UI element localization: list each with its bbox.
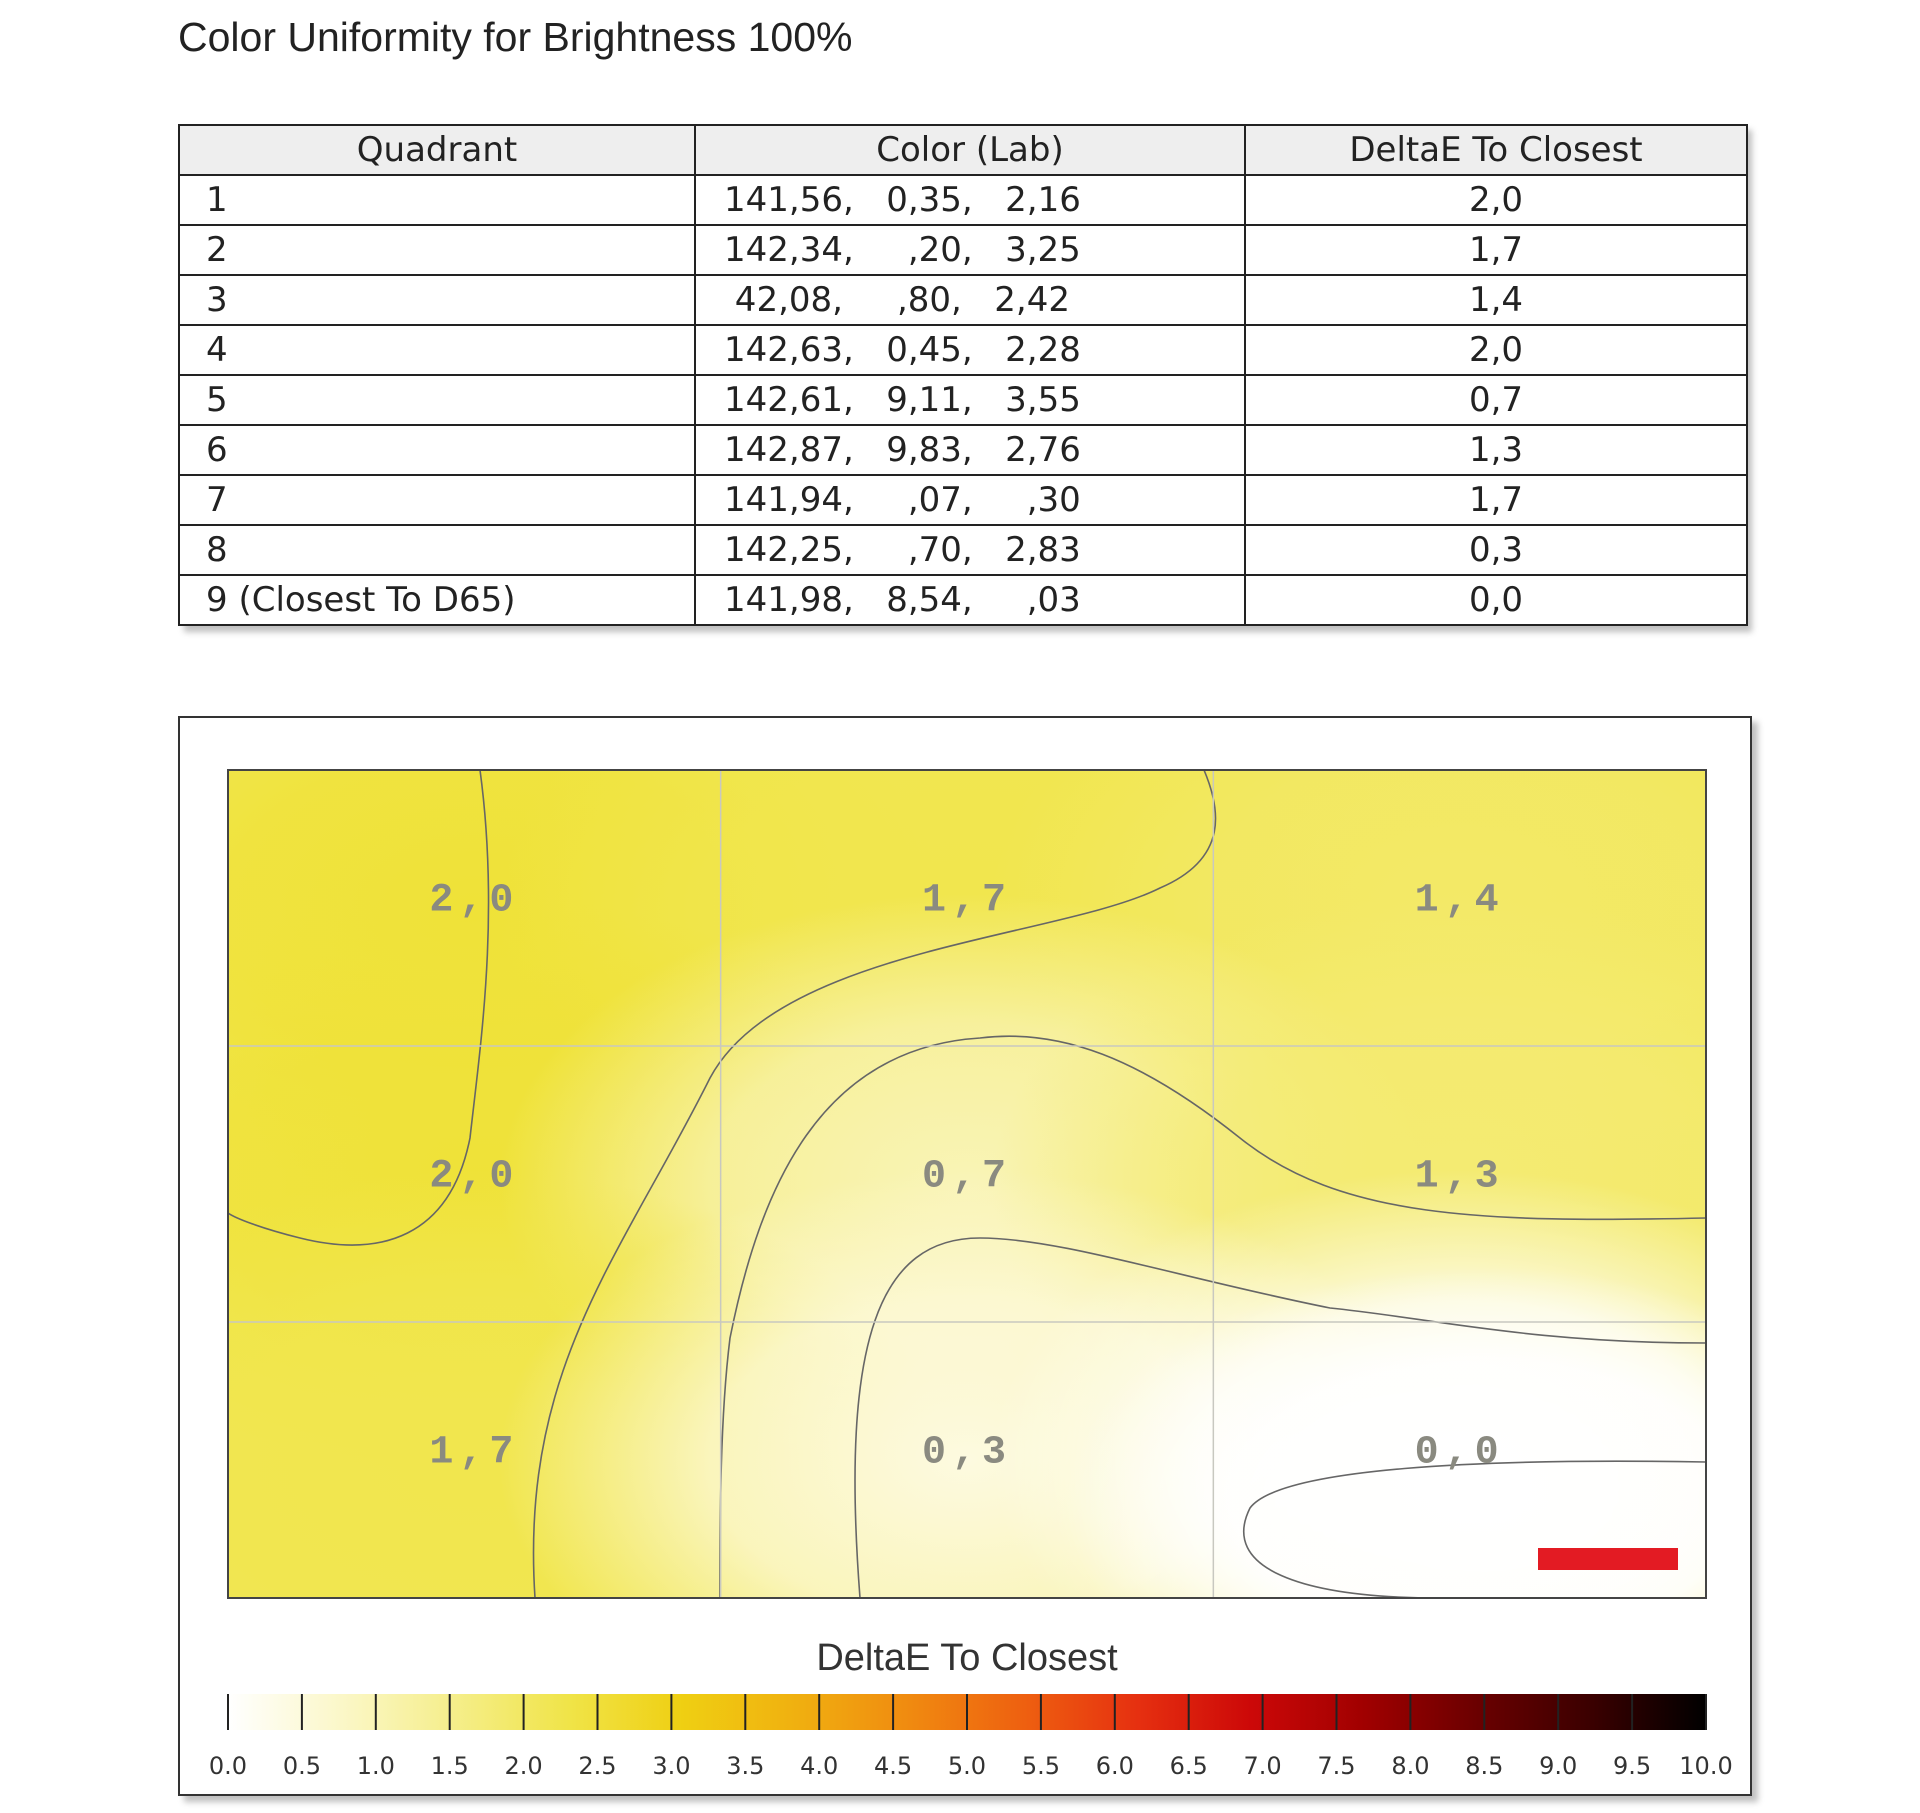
table-row: 3 42,08, ,80, 2,42 1,4 (178, 274, 1748, 326)
colorbar-tick-label: 2.5 (578, 1752, 616, 1780)
red-marker (1538, 1548, 1678, 1570)
cell-quadrant: 9 (Closest To D65) (178, 574, 696, 626)
heatmap-chart: 2,0 1,7 1,4 2,0 0,7 1,3 1,7 0,3 0,0 DeltaE To Clo… (209, 769, 1733, 1780)
colorbar-tick-label: 8.0 (1391, 1752, 1429, 1780)
page-title: Color Uniformity for Brightness 100% (178, 14, 853, 60)
header-color-lab: Color (Lab) (694, 124, 1246, 176)
cell-deltae: 2,0 (1244, 174, 1748, 226)
cell-color-lab: 141,56, 0,35, 2,16 (694, 174, 1246, 226)
colorbar-tick-label: 9.5 (1613, 1752, 1651, 1780)
colorbar-tick-label: 6.0 (1096, 1752, 1134, 1780)
cell-deltae: 0,0 (1244, 574, 1748, 626)
table-row: 9 (Closest To D65) 141,98, 8,54, ,03 0,0 (178, 574, 1748, 626)
contour-line (854, 1237, 1706, 1598)
colorbar-tick-label: 4.0 (800, 1752, 838, 1780)
table-row: 1 141,56, 0,35, 2,16 2,0 (178, 174, 1748, 226)
contour-line (719, 1035, 1706, 1598)
cell-value-label: 0,7 (922, 1155, 1012, 1200)
plot-border (227, 769, 1707, 1599)
cell-deltae: 0,3 (1244, 524, 1748, 576)
cell-deltae: 1,7 (1244, 474, 1748, 526)
cell-color-lab: 142,34, ,20, 3,25 (694, 224, 1246, 276)
cell-quadrant: 7 (178, 474, 696, 526)
heatmap-field (228, 770, 1706, 1598)
colorbar-tick-label: 6.5 (1170, 1752, 1208, 1780)
cell-quadrant: 5 (178, 374, 696, 426)
heatmap-zero-shade (1065, 1266, 1706, 1598)
header-deltae: DeltaE To Closest (1244, 124, 1748, 176)
cell-quadrant: 8 (178, 524, 696, 576)
uniformity-table: Quadrant Color (Lab) DeltaE To Closest 1… (178, 124, 1748, 626)
cell-value-label: 1,7 (922, 879, 1012, 924)
contour-line (1243, 1460, 1706, 1598)
cell-value-label: 0,0 (1415, 1431, 1505, 1476)
table-header-row: Quadrant Color (Lab) DeltaE To Closest (178, 124, 1748, 176)
cell-quadrant: 6 (178, 424, 696, 476)
cell-value-label: 2,0 (429, 1155, 519, 1200)
cell-deltae: 1,7 (1244, 224, 1748, 276)
colorbar-tick-label: 3.0 (652, 1752, 690, 1780)
cell-deltae: 2,0 (1244, 324, 1748, 376)
table-row: 4 142,63, 0,45, 2,28 2,0 (178, 324, 1748, 376)
cell-color-lab: 42,08, ,80, 2,42 (694, 274, 1246, 326)
cell-color-lab: 141,94, ,07, ,30 (694, 474, 1246, 526)
colorbar-tick-label: 2.0 (505, 1752, 543, 1780)
cell-value-label: 1,3 (1415, 1155, 1505, 1200)
table-row: 5 142,61, 9,11, 3,55 0,7 (178, 374, 1748, 426)
colorbar-tick-label: 0.5 (283, 1752, 321, 1780)
header-quadrant: Quadrant (178, 124, 696, 176)
cell-quadrant: 3 (178, 274, 696, 326)
cell-deltae: 1,3 (1244, 424, 1748, 476)
cell-color-lab: 142,61, 9,11, 3,55 (694, 374, 1246, 426)
cell-value-label: 1,4 (1415, 879, 1505, 924)
colorbar-tick-label: 0.0 (209, 1752, 247, 1780)
table-row: 2 142,34, ,20, 3,25 1,7 (178, 224, 1748, 276)
table-row: 8 142,25, ,70, 2,83 0,3 (178, 524, 1748, 576)
colorbar-tick-label: 10.0 (1679, 1752, 1732, 1780)
cell-color-lab: 142,87, 9,83, 2,76 (694, 424, 1246, 476)
cell-deltae: 1,4 (1244, 274, 1748, 326)
heatmap-chart-frame: 2,0 1,7 1,4 2,0 0,7 1,3 1,7 0,3 0,0 DeltaE To Clo… (178, 716, 1752, 1796)
colorbar-title: DeltaE To Closest (816, 1637, 1118, 1679)
cell-quadrant: 2 (178, 224, 696, 276)
uniformity-table-container: Quadrant Color (Lab) DeltaE To Closest 1… (178, 124, 1748, 626)
colorbar-tick-label: 4.5 (874, 1752, 912, 1780)
cell-quadrant: 1 (178, 174, 696, 226)
cell-value-label: 1,7 (429, 1431, 519, 1476)
colorbar-tick-label: 8.5 (1465, 1752, 1503, 1780)
contour-line (228, 770, 490, 1246)
cell-color-lab: 142,25, ,70, 2,83 (694, 524, 1246, 576)
colorbar-tick-label: 1.0 (357, 1752, 395, 1780)
cell-color-lab: 141,98, 8,54, ,03 (694, 574, 1246, 626)
colorbar-tick-label: 9.0 (1539, 1752, 1577, 1780)
colorbar-tick-label: 7.0 (1244, 1752, 1282, 1780)
cell-deltae: 0,7 (1244, 374, 1748, 426)
table-row: 7 141,94, ,07, ,30 1,7 (178, 474, 1748, 526)
table-row: 6 142,87, 9,83, 2,76 1,3 (178, 424, 1748, 476)
colorbar-tick-label: 5.0 (948, 1752, 986, 1780)
colorbar-tick-label: 3.5 (726, 1752, 764, 1780)
colorbar-tick-label: 7.5 (1317, 1752, 1355, 1780)
cell-value-label: 0,3 (922, 1431, 1012, 1476)
cell-value-label: 2,0 (429, 879, 519, 924)
cell-color-lab: 142,63, 0,45, 2,28 (694, 324, 1246, 376)
colorbar-tick-label: 5.5 (1022, 1752, 1060, 1780)
colorbar-tick-label: 1.5 (431, 1752, 469, 1780)
contour-line (532, 770, 1217, 1598)
cell-quadrant: 4 (178, 324, 696, 376)
